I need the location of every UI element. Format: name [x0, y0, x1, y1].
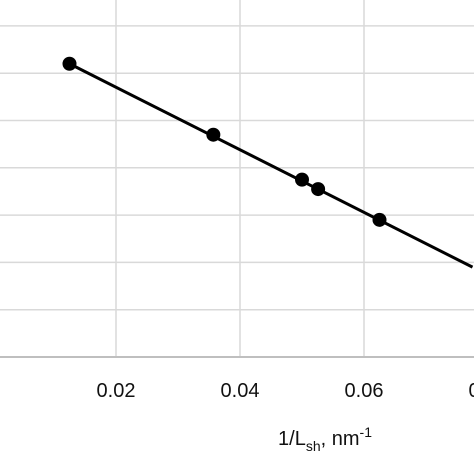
fit-line — [68, 62, 474, 269]
data-point-4 — [372, 212, 387, 227]
y-gridlines — [0, 25, 474, 311]
x-axis-label-superscript: -1 — [360, 424, 373, 440]
x-gridlines — [115, 0, 365, 357]
x-tick-label-1: 0.04 — [221, 380, 260, 402]
data-point-0 — [62, 56, 77, 71]
x-tick-labels: 0.02 0.04 0.06 0.08 — [97, 380, 474, 402]
fit-line-group — [68, 62, 474, 269]
x-axis-label-subscript: sh — [306, 438, 321, 454]
x-axis-label-base: 1/L — [278, 428, 306, 450]
x-tick-label-2: 0.06 — [345, 380, 384, 402]
x-axis-label-suffix: , nm — [321, 428, 360, 450]
data-point-2 — [295, 172, 309, 187]
data-points — [62, 56, 387, 227]
data-point-3 — [311, 182, 326, 197]
x-axis-label: 1/Lsh, nm-1 — [278, 424, 372, 454]
data-point-1 — [206, 127, 221, 142]
x-tick-label-0: 0.02 — [97, 380, 136, 402]
x-tick-label-3: 0.08 — [469, 380, 474, 402]
